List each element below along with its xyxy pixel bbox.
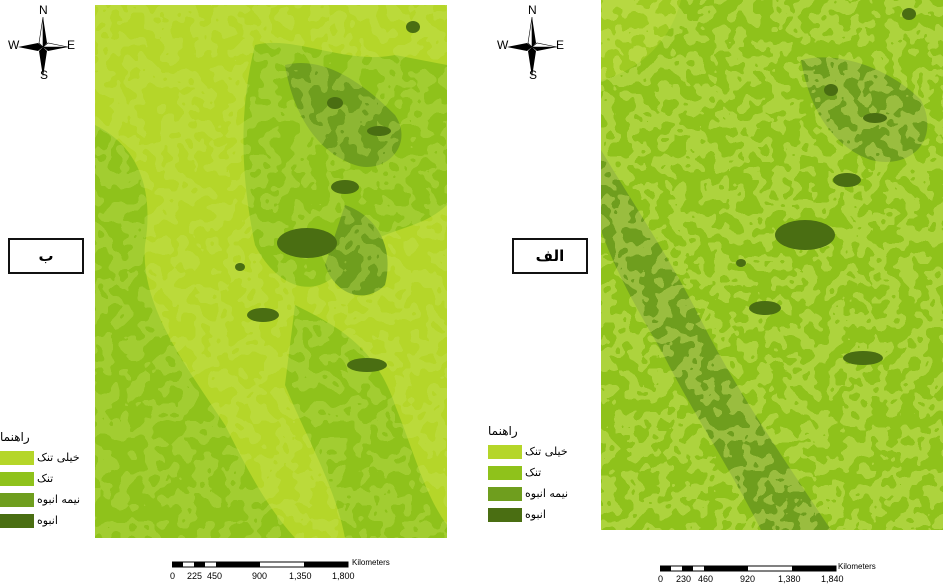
- compass-east-label: E: [556, 38, 565, 52]
- scale-tick-label: 1,840: [821, 574, 844, 584]
- legend-label: انبوه: [525, 508, 546, 521]
- legend-swatch-sparse: [0, 471, 34, 486]
- legend-swatch-semi-dense: [0, 492, 34, 507]
- legend-label: تنک: [525, 466, 542, 479]
- scale-tick-label: 920: [740, 574, 756, 584]
- legend-item: تنک: [488, 462, 568, 483]
- vegetation-density-raster-right: [601, 0, 943, 530]
- compass-west-label: W: [497, 38, 509, 52]
- legend-item: تنک: [0, 468, 80, 489]
- scale-tick-label: 0: [170, 571, 176, 581]
- scale-tick-label: 460: [698, 574, 714, 584]
- compass-east-label: E: [67, 38, 76, 52]
- scale-tick-label: 900: [252, 571, 268, 581]
- legend-title: راهنما: [0, 430, 30, 444]
- legend-item: انبوه: [0, 510, 80, 531]
- scale-tick-label: 1,800: [332, 571, 355, 581]
- scale-unit-label: Kilometers: [352, 558, 390, 567]
- compass-rose-right: N S W E: [497, 3, 564, 85]
- legend-label: خیلی تنک: [37, 451, 80, 464]
- panel-tag-alef: الف: [512, 238, 588, 274]
- scale-tick-label: 0: [658, 574, 664, 584]
- compass-icon: [507, 16, 558, 77]
- legend-item: نیمه انبوه: [0, 489, 80, 510]
- legend-label: انبوه: [37, 514, 58, 527]
- compass-south-label: S: [529, 68, 538, 82]
- legend-swatch-very-sparse: [0, 450, 34, 465]
- legend-label: نیمه انبوه: [525, 487, 569, 500]
- compass-north-label: N: [528, 3, 537, 17]
- scale-unit-label: Kilometers: [838, 562, 876, 571]
- scale-tick-label: 450: [207, 571, 223, 581]
- compass-icon: [18, 16, 69, 77]
- map-left: [95, 5, 447, 538]
- compass-west-label: W: [8, 38, 20, 52]
- legend-swatch-sparse: [488, 465, 522, 480]
- panel-tag-b: ب: [8, 238, 84, 274]
- legend-right: راهنما خیلی تنک تنک نیمه انبوه انبوه: [488, 424, 568, 525]
- scale-tick-label: 230: [676, 574, 692, 584]
- map-right: [601, 0, 943, 530]
- scale-bar-graphic: [172, 561, 349, 568]
- compass-north-label: N: [39, 3, 48, 17]
- compass-south-label: S: [40, 68, 49, 82]
- legend-item: نیمه انبوه: [488, 483, 568, 504]
- legend-label: خیلی تنک: [525, 445, 568, 458]
- scale-bar-graphic: [660, 565, 837, 572]
- legend-swatch-dense: [0, 513, 34, 528]
- legend-item: انبوه: [488, 504, 568, 525]
- scale-tick-label: 1,380: [778, 574, 801, 584]
- legend-swatch-dense: [488, 507, 522, 522]
- scale-tick-label: 1,350: [289, 571, 312, 581]
- scale-bar-right: Kilometers 0 230 460 920 1,380 1,840: [658, 562, 898, 588]
- legend-swatch-very-sparse: [488, 444, 522, 459]
- legend-item: خیلی تنک: [488, 441, 568, 462]
- legend-item: خیلی تنک: [0, 447, 80, 468]
- legend-swatch-semi-dense: [488, 486, 522, 501]
- legend-label: تنک: [37, 472, 54, 485]
- compass-rose-left: N S W E: [8, 3, 75, 85]
- scale-bar-left: Kilometers 0 225 450 900 1,350 1,800: [170, 558, 420, 586]
- legend-left: راهنما خیلی تنک تنک نیمه انبوه انبوه: [0, 430, 80, 531]
- legend-label: نیمه انبوه: [37, 493, 81, 506]
- scale-tick-label: 225: [187, 571, 203, 581]
- vegetation-density-raster-left: [95, 5, 447, 538]
- legend-title: راهنما: [488, 424, 518, 438]
